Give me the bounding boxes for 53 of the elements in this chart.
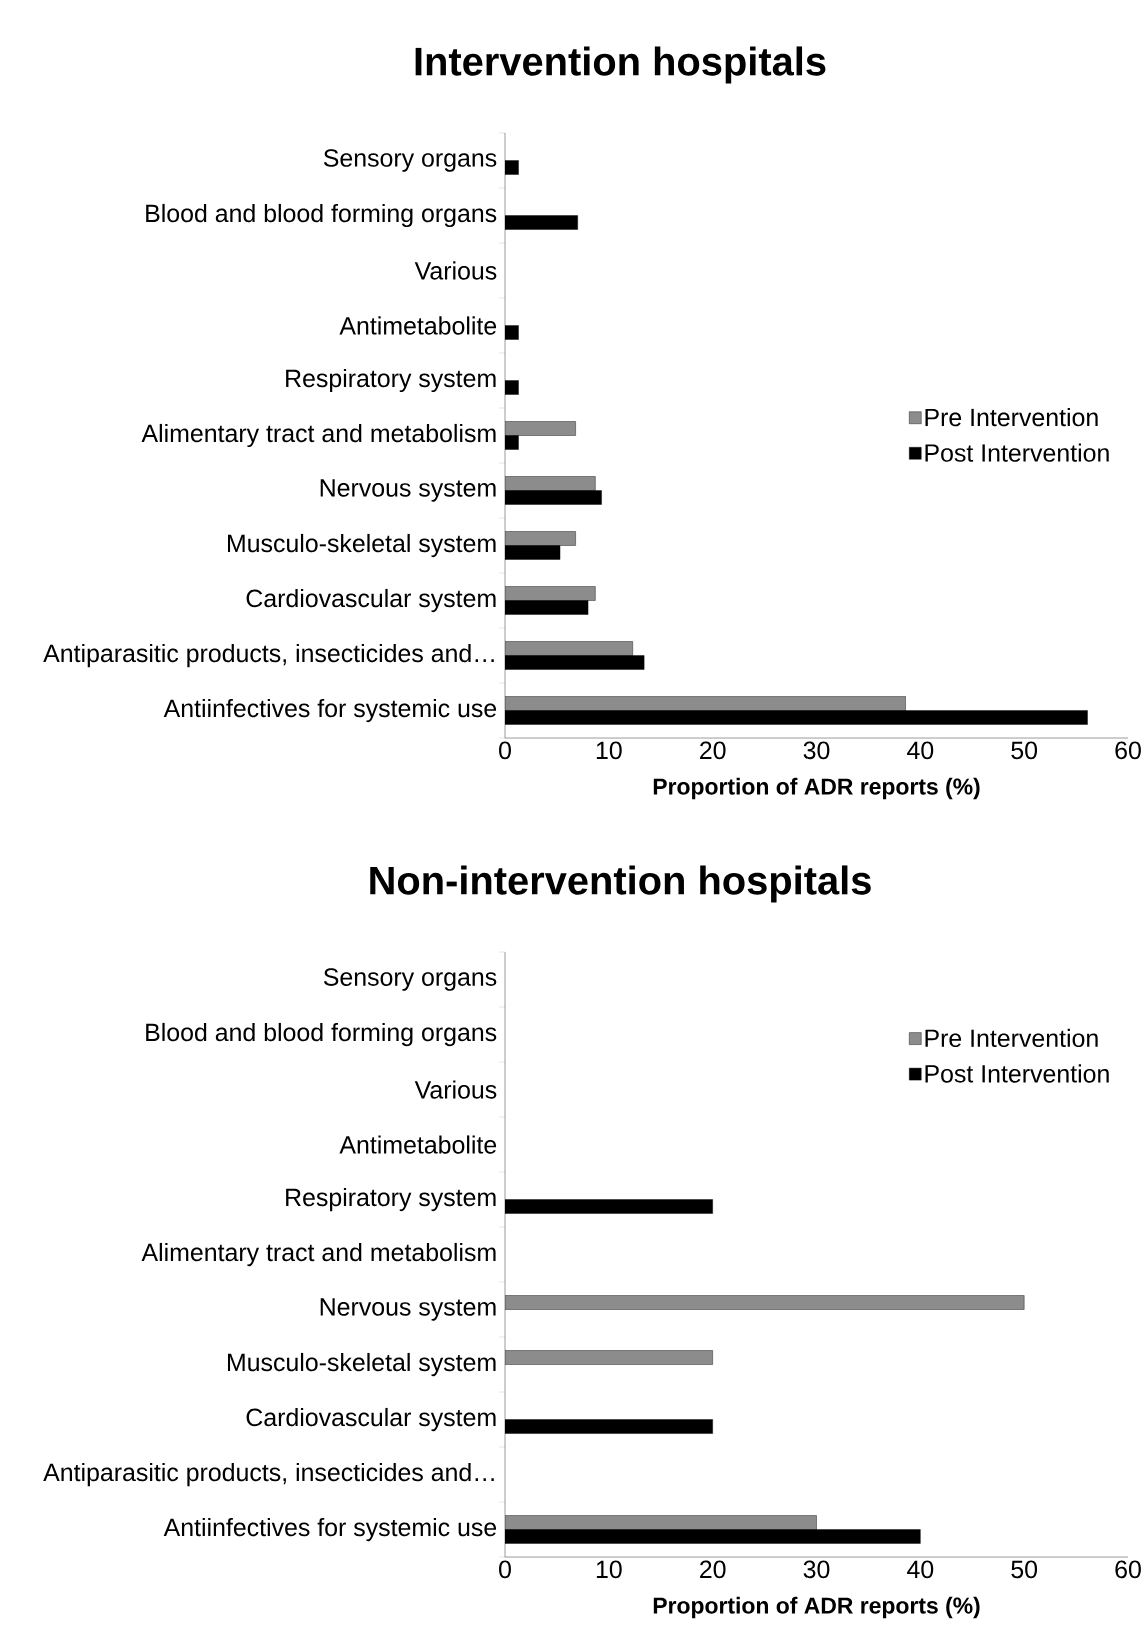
y-tick-label: Various	[414, 261, 497, 280]
x-tick-label: 60	[1115, 741, 1141, 760]
x-axis-title: Proportion of ADR reports (%)	[653, 1596, 980, 1619]
chart-title: Intervention hospitals	[415, 46, 826, 84]
x-tick-label: 50	[1011, 741, 1038, 760]
y-tick-label: Sensory organs	[323, 968, 497, 991]
bar	[505, 1295, 1025, 1310]
y-tick-label: Sensory organs	[323, 149, 497, 172]
x-tick-label: 40	[907, 1560, 934, 1579]
y-tick-label: Antiinfectives for systemic use	[163, 698, 497, 723]
legend-label: Pre Intervention	[925, 1028, 1098, 1048]
chart-title: Non-intervention hospitals	[370, 865, 871, 903]
x-tick-label: 10	[596, 1560, 622, 1579]
x-tick-label: 10	[596, 741, 622, 760]
y-tick-label: Blood and blood forming organs	[146, 1022, 497, 1047]
y-tick-label: Antiparasitic products, insecticides and…	[43, 1462, 494, 1487]
bar	[505, 421, 576, 436]
y-tick-label: Musculo-skeletal system	[227, 533, 496, 558]
y-tick-label: Blood and blood forming organs	[146, 203, 497, 228]
x-tick-label: 30	[803, 741, 830, 760]
legend-label: Post Intervention	[925, 1064, 1109, 1083]
x-axis-title: Proportion of ADR reports (%)	[653, 777, 980, 800]
y-tick-label: Nervous system	[320, 1298, 496, 1321]
y-tick-label: Cardiovascular system	[246, 588, 496, 613]
bar	[505, 531, 576, 546]
x-tick-label: 0	[499, 1560, 511, 1579]
y-tick-label: Cardiovascular system	[246, 1407, 496, 1432]
x-tick-label: 60	[1115, 1560, 1141, 1579]
bar	[505, 696, 907, 711]
bar	[505, 476, 596, 491]
y-tick-label: Musculo-skeletal system	[227, 1352, 496, 1377]
y-tick-label: Antimetabolite	[339, 316, 497, 335]
x-tick-label: 20	[700, 741, 726, 760]
legend-label: Post Intervention	[925, 443, 1109, 462]
bar	[505, 586, 596, 601]
y-tick-label: Antimetabolite	[339, 1135, 497, 1154]
y-tick-label: Respiratory system	[286, 1187, 496, 1212]
bar	[505, 1515, 817, 1530]
y-tick-label: Various	[414, 1080, 497, 1099]
y-tick-label: Antiinfectives for systemic use	[163, 1517, 497, 1542]
x-tick-label: 20	[700, 1560, 726, 1579]
legend-label: Pre Intervention	[925, 407, 1098, 427]
x-tick-label: 0	[499, 741, 511, 760]
x-tick-label: 50	[1011, 1560, 1038, 1579]
bar	[505, 1350, 713, 1365]
y-tick-label: Alimentary tract and metabolism	[141, 423, 496, 448]
bar	[505, 641, 633, 656]
x-tick-label: 40	[907, 741, 934, 760]
y-tick-label: Nervous system	[320, 479, 496, 502]
y-tick-label: Antiparasitic products, insecticides and…	[43, 643, 494, 668]
y-tick-label: Respiratory system	[286, 368, 496, 393]
x-tick-label: 30	[803, 1560, 830, 1579]
y-tick-label: Alimentary tract and metabolism	[141, 1242, 496, 1267]
